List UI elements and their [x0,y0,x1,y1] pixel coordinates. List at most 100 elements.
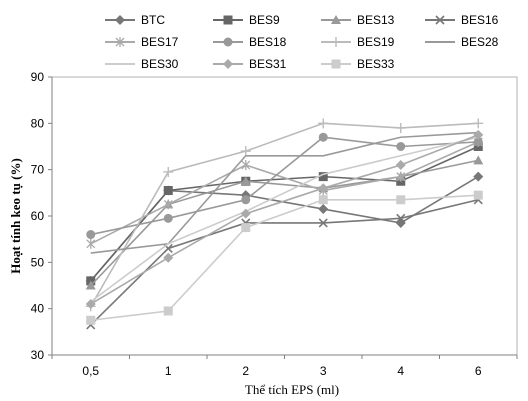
plot-area-frame [51,76,518,356]
data-point-bes19 [240,146,251,157]
legend-marker [223,15,233,25]
data-point-bes17 [396,171,406,182]
legend-label: BES28 [461,35,499,49]
legend: BTC BES9 BES13 BES16 BES17 BES18 BES19 BES28 BES… [105,13,499,71]
data-point-bes16 [396,213,406,223]
legend-item-bes30: BES30 [105,57,179,71]
y-tick-label: 60 [31,209,45,223]
data-point-bes17 [241,160,251,171]
x-tick-label: 2 [242,364,249,378]
data-point-bes17 [86,238,96,249]
x-tick-label: 3 [320,364,327,378]
data-point-bes31 [85,299,96,310]
series-bes30 [90,136,479,303]
data-point-bes18 [86,230,96,240]
legend-label: BES31 [249,57,287,71]
legend-item-bes19: BES19 [321,35,395,49]
y-axis-title: Hoạt tính keo tụ (%) [8,158,23,274]
legend-item-bes16: BES16 [425,13,499,27]
series-bes18 [86,132,483,240]
data-point-bes18 [396,142,406,151]
series-layer [85,118,484,330]
data-point-btc [318,204,329,215]
data-point-bes18 [473,137,483,147]
data-point-bes19 [163,166,174,177]
series-bes28 [90,131,479,254]
series-bes19 [85,118,484,312]
series-line-bes9 [90,145,479,282]
data-point-btc [473,171,484,182]
series-bes31 [85,129,484,310]
data-point-bes33 [163,306,173,316]
legend-marker [223,59,233,69]
legend-marker [115,37,125,47]
data-point-bes33 [473,190,483,200]
x-tick-label: 0,5 [82,364,99,378]
data-point-bes33 [86,315,96,325]
series-line-bes17 [90,141,479,245]
legend-label: BES33 [357,57,395,71]
legend-marker [331,37,341,47]
legend-label: BES9 [249,13,280,27]
data-point-btc [395,217,406,228]
data-point-bes33 [396,195,406,205]
legend-marker [223,37,233,47]
series-line-bes33 [90,194,479,322]
data-point-bes16 [318,218,328,228]
legend-item-bes31: BES31 [213,57,287,71]
data-point-bes19 [395,122,406,133]
data-point-bes13 [85,280,96,290]
data-point-bes31 [240,208,251,219]
x-tick-label: 6 [475,364,482,378]
x-axis-title: Thể tích EPS (ml) [245,382,339,397]
legend-label: BTC [141,13,165,27]
legend-marker [435,15,445,25]
data-point-bes18 [241,195,251,205]
y-tick-label: 50 [31,255,45,269]
legend-item-bes13: BES13 [321,13,395,27]
y-axis-ticks: 30 40 50 60 70 80 90 [31,70,52,362]
data-point-bes33 [318,195,328,205]
series-line-bes31 [90,134,479,305]
series-line-bes30 [90,136,479,303]
legend-label: BES16 [461,13,499,27]
legend-item-btc: BTC [105,13,165,27]
legend-item-bes17: BES17 [105,35,179,49]
legend-item-bes18: BES18 [213,35,287,49]
legend-label: BES30 [141,57,179,71]
legend-marker [331,15,341,24]
data-point-bes18 [318,132,328,142]
legend-item-bes9: BES9 [213,13,280,27]
legend-item-bes33: BES33 [321,57,395,71]
data-point-bes19 [318,118,329,129]
x-tick-label: 1 [165,364,172,378]
legend-item-bes28: BES28 [425,35,499,49]
data-point-bes9 [318,172,328,182]
legend-marker [331,59,341,69]
legend-label: BES13 [357,13,395,27]
y-tick-label: 30 [31,348,45,362]
legend-label: BES19 [357,35,395,49]
data-point-bes31 [318,183,329,194]
legend-label: BES18 [249,35,287,49]
data-point-bes18 [163,213,173,223]
legend-label: BES17 [141,35,179,49]
x-tick-label: 4 [397,364,404,378]
data-point-bes31 [163,252,174,263]
data-point-bes31 [395,160,406,171]
legend-marker [115,15,125,25]
data-point-bes13 [240,176,251,186]
series-bes33 [86,190,483,325]
series-line-bes16 [90,199,479,326]
data-point-bes13 [473,155,484,165]
data-point-bes33 [241,223,251,233]
series-line-bes13 [90,159,479,287]
y-tick-label: 70 [31,163,45,177]
data-point-bes19 [473,118,484,129]
y-tick-label: 80 [31,116,45,130]
data-point-bes17 [163,199,173,210]
y-tick-label: 90 [31,70,45,84]
y-tick-label: 40 [31,302,45,316]
data-point-bes9 [163,186,173,196]
